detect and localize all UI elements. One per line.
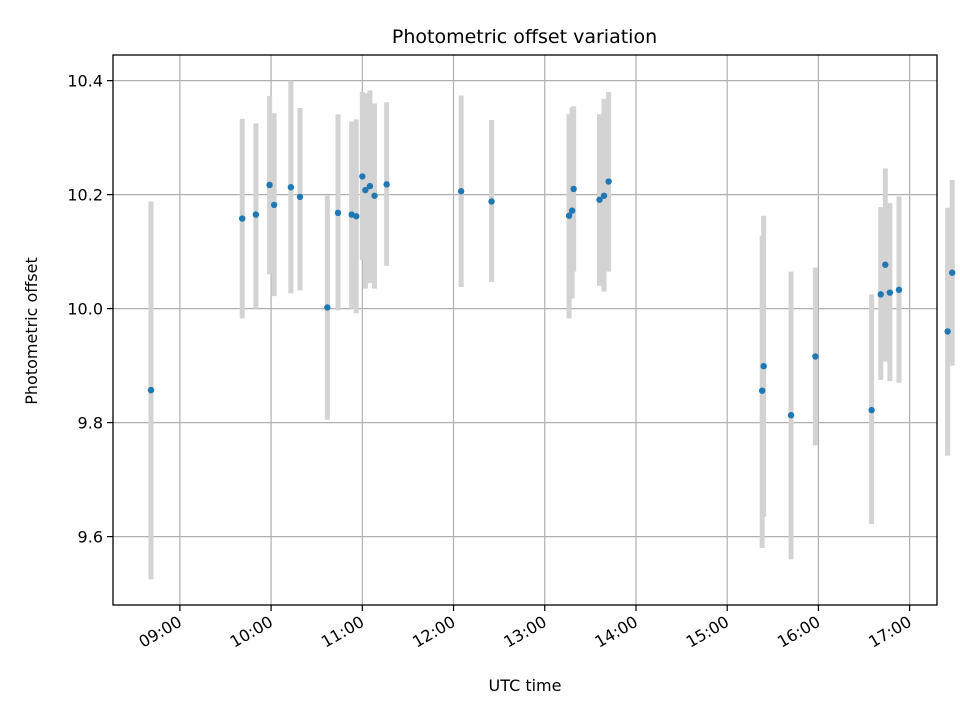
data-point: [949, 269, 956, 276]
data-point: [296, 193, 304, 201]
data-point: [266, 181, 273, 189]
x-axis-label: UTC time: [489, 676, 562, 695]
data-point: [886, 289, 894, 296]
data-point: [600, 192, 608, 199]
data-point: [383, 181, 390, 188]
data-point: [371, 192, 378, 199]
data-point: [353, 213, 360, 220]
y-tick-label: 10.4: [67, 72, 103, 91]
data-point: [882, 261, 889, 268]
data-point: [760, 362, 767, 370]
data-point: [270, 201, 278, 209]
data-point: [596, 196, 603, 203]
data-point: [252, 211, 260, 218]
data-point: [868, 406, 875, 414]
y-tick-label: 10.0: [67, 300, 103, 319]
data-point: [605, 178, 612, 185]
data-point: [362, 186, 369, 194]
data-point: [758, 387, 766, 394]
chart-title: Photometric offset variation: [392, 26, 657, 48]
y-axis-label: Photometric offset: [22, 257, 41, 405]
data-point: [324, 304, 331, 311]
data-point: [287, 184, 295, 191]
data-point: [568, 207, 576, 214]
data-point: [944, 328, 951, 335]
data-point: [147, 386, 155, 394]
data-point: [570, 185, 577, 193]
y-tick-label: 10.2: [67, 186, 103, 205]
plot-frame: [112, 54, 938, 606]
data-points: [147, 173, 956, 419]
y-tick-label: 9.8: [78, 414, 103, 433]
data-point: [334, 209, 342, 217]
y-axis: 9.6 9.8 10.0 10.2 10.4: [67, 72, 113, 547]
data-point: [366, 182, 374, 190]
data-point: [457, 188, 465, 195]
data-point: [895, 286, 903, 294]
data-point: [812, 353, 819, 360]
y-tick-label: 9.6: [78, 528, 103, 547]
data-point: [877, 291, 884, 298]
data-point: [565, 212, 573, 219]
data-point: [239, 215, 246, 222]
data-point: [488, 198, 495, 205]
data-point: [359, 173, 366, 180]
data-point: [787, 412, 795, 419]
